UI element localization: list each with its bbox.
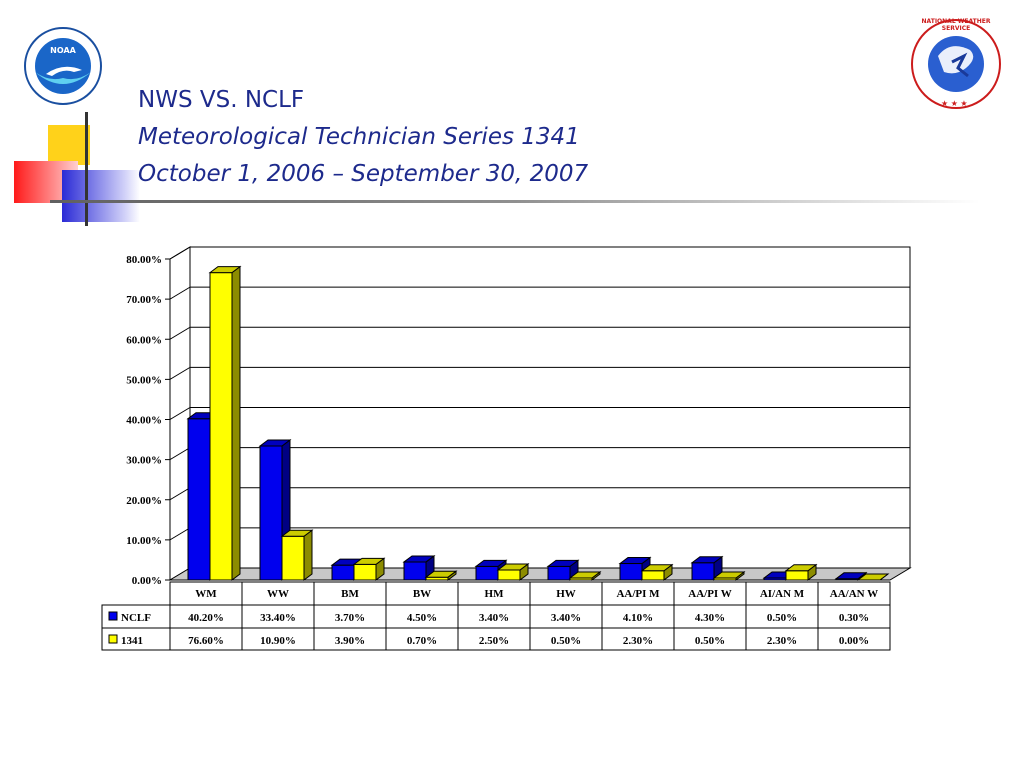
table-cell-value: 3.40% — [479, 612, 509, 624]
bar-top — [474, 559, 508, 567]
legend-label-1341: 1341 — [121, 635, 143, 647]
y-tick-label: 50.00% — [126, 374, 162, 386]
table-cell-value: 0.30% — [839, 612, 869, 624]
table-cell-value: 3.90% — [335, 635, 365, 647]
decor-blue-square — [62, 170, 140, 222]
bar-top — [258, 439, 292, 447]
bar-top — [618, 557, 652, 565]
x-category-label: AA/PI M — [616, 588, 660, 600]
x-category-label: AA/AN W — [830, 588, 878, 600]
bar-nclf — [403, 561, 427, 581]
x-category-label: AI/AN M — [760, 588, 805, 600]
x-category-label: HW — [556, 588, 576, 600]
noaa-logo: NOAA — [16, 26, 110, 106]
table-cell-value: 3.40% — [551, 612, 581, 624]
table-cell-value: 3.70% — [335, 612, 365, 624]
bar-nclf — [187, 418, 211, 581]
bar-top — [784, 564, 818, 572]
bar-top — [690, 556, 724, 564]
gridline-side — [169, 246, 191, 260]
bar-nclf — [547, 565, 571, 581]
title-line-1: NWS VS. NCLF — [138, 87, 305, 113]
y-tick-label: 20.00% — [126, 495, 162, 507]
gridline-side — [169, 326, 191, 340]
title-line-3: October 1, 2006 – September 30, 2007 — [138, 161, 589, 187]
bar-1341 — [353, 563, 377, 581]
bar-top — [640, 564, 674, 572]
gridline-side — [169, 447, 191, 461]
bar-top — [568, 571, 602, 579]
table-cell-value: 2.50% — [479, 635, 509, 647]
y-tick-label: 80.00% — [126, 254, 162, 266]
table-cell-value: 76.60% — [188, 635, 224, 647]
svg-text:★ ★ ★: ★ ★ ★ — [941, 99, 968, 108]
legend-key-1341 — [108, 634, 118, 644]
table-cell-value: 10.90% — [260, 635, 296, 647]
table-cell-value: 0.50% — [551, 635, 581, 647]
y-tick-label: 40.00% — [126, 415, 162, 427]
legend-label-nclf: NCLF — [121, 612, 151, 624]
decor-yellow-square — [48, 125, 90, 165]
x-category-label: BW — [413, 588, 431, 600]
bar-nclf — [691, 562, 715, 581]
y-tick-label: 10.00% — [126, 535, 162, 547]
y-tick-label: 70.00% — [126, 294, 162, 306]
table-cell-value: 0.50% — [767, 612, 797, 624]
x-category-label: BM — [341, 588, 359, 600]
bar-1341 — [641, 570, 665, 581]
y-tick-label: 0.00% — [132, 575, 162, 587]
table-cell-value: 0.50% — [695, 635, 725, 647]
noaa-logo-text: NOAA — [50, 46, 76, 55]
bar-nclf — [619, 563, 643, 581]
x-category-label: AA/PI W — [688, 588, 732, 600]
bar-top — [208, 266, 242, 274]
x-category-label: WW — [267, 588, 289, 600]
bar-1341 — [785, 570, 809, 581]
legend-key-nclf — [108, 611, 118, 621]
bar-nclf — [331, 564, 355, 581]
bar-top — [496, 563, 530, 571]
gridline-side — [169, 286, 191, 300]
bar-side — [303, 529, 313, 581]
title-underline — [50, 200, 980, 203]
bar-nclf — [259, 445, 283, 581]
bar-1341 — [209, 272, 233, 581]
table-cell-value: 2.30% — [623, 635, 653, 647]
title-line-2: Meteorological Technician Series 1341 — [138, 124, 580, 150]
table-cell-value: 4.10% — [623, 612, 653, 624]
gridline-side — [169, 527, 191, 541]
table-cell-value: 40.20% — [188, 612, 224, 624]
bar-1341 — [281, 535, 305, 581]
nws-logo: ★ ★ ★ NATIONAL WEATHER SERVICE — [908, 16, 1004, 112]
bar-top — [352, 557, 386, 565]
table-cell-value: 0.70% — [407, 635, 437, 647]
bar-side — [231, 265, 241, 581]
bar-top — [424, 570, 458, 578]
y-tick-label: 60.00% — [126, 334, 162, 346]
x-category-label: HM — [485, 588, 505, 600]
bar-nclf — [475, 565, 499, 581]
bar-top — [280, 529, 314, 537]
gridline-side — [169, 487, 191, 501]
slide-title: NWS VS. NCLF Meteorological Technician S… — [138, 82, 588, 193]
gridline-side — [169, 366, 191, 380]
table-cell-value: 2.30% — [767, 635, 797, 647]
table-cell-value: 4.30% — [695, 612, 725, 624]
bar-1341 — [497, 569, 521, 581]
nws-logo-text: NATIONAL WEATHER SERVICE — [921, 18, 991, 32]
bar-top — [834, 572, 868, 580]
x-category-label: WM — [195, 588, 217, 600]
gridline-side — [169, 407, 191, 420]
bar-top — [856, 573, 890, 581]
table-cell-value: 33.40% — [260, 612, 296, 624]
table-cell-value: 0.00% — [839, 635, 869, 647]
decor-vertical-line — [85, 112, 88, 226]
bar-top — [402, 555, 436, 563]
bar-top — [712, 571, 746, 579]
bar-top — [546, 559, 580, 567]
y-tick-label: 30.00% — [126, 455, 162, 467]
table-cell-value: 4.50% — [407, 612, 437, 624]
